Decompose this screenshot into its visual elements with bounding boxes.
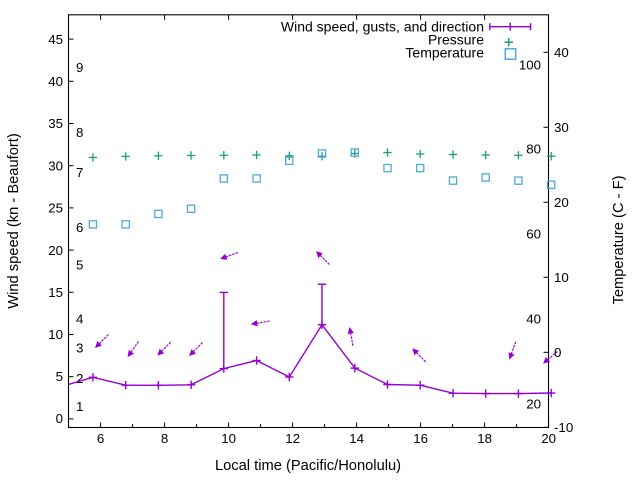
svg-text:7: 7 [76,165,83,180]
svg-text:12: 12 [285,431,300,446]
svg-text:10: 10 [554,270,569,285]
svg-text:0: 0 [56,411,63,426]
svg-text:4: 4 [76,312,83,327]
svg-text:10: 10 [48,327,63,342]
svg-text:20: 20 [48,243,63,258]
svg-text:20: 20 [526,397,541,412]
svg-text:40: 40 [554,45,569,60]
svg-text:2: 2 [76,371,83,386]
svg-text:10: 10 [221,431,236,446]
svg-text:5: 5 [56,369,63,384]
svg-text:45: 45 [48,32,63,47]
svg-text:1: 1 [76,399,83,414]
svg-text:15: 15 [48,285,63,300]
svg-text:35: 35 [48,116,63,131]
svg-text:30: 30 [554,120,569,135]
svg-text:8: 8 [76,125,83,140]
svg-text:8: 8 [161,431,168,446]
svg-text:Wind speed (kn - Beaufort): Wind speed (kn - Beaufort) [6,133,22,309]
svg-text:0: 0 [554,345,561,360]
svg-text:14: 14 [349,431,364,446]
svg-text:6: 6 [97,431,104,446]
svg-text:3: 3 [76,341,83,356]
svg-text:9: 9 [76,60,83,75]
svg-text:60: 60 [526,227,541,242]
svg-text:Local time (Pacific/Honolulu): Local time (Pacific/Honolulu) [215,458,401,474]
svg-text:40: 40 [48,74,63,89]
svg-text:16: 16 [413,431,428,446]
svg-text:Temperature: Temperature [405,45,484,61]
svg-text:Temperature (C - F): Temperature (C - F) [611,176,627,305]
svg-text:25: 25 [48,201,63,216]
svg-text:80: 80 [526,142,541,157]
svg-text:18: 18 [477,431,492,446]
svg-text:20: 20 [554,195,569,210]
svg-text:-10: -10 [554,420,573,435]
svg-text:30: 30 [48,159,63,174]
svg-text:5: 5 [76,258,83,273]
svg-text:6: 6 [76,220,83,235]
svg-text:100: 100 [519,58,541,73]
svg-text:40: 40 [526,312,541,327]
